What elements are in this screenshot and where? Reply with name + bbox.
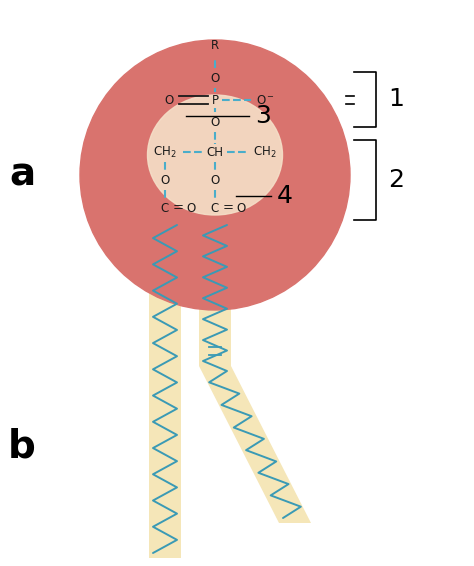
Text: O: O — [165, 93, 174, 106]
Text: C: C — [161, 201, 169, 215]
Text: O: O — [160, 174, 170, 187]
Polygon shape — [199, 220, 311, 523]
Ellipse shape — [147, 95, 283, 215]
Text: b: b — [8, 427, 36, 465]
Text: 4: 4 — [277, 184, 293, 208]
Text: =: = — [173, 201, 183, 215]
Text: O$^-$: O$^-$ — [256, 93, 275, 106]
Text: R: R — [211, 39, 219, 52]
Text: C: C — [211, 201, 219, 215]
Text: O: O — [210, 71, 219, 84]
Text: CH$_2$: CH$_2$ — [153, 144, 177, 160]
Text: 2: 2 — [388, 168, 404, 192]
Circle shape — [80, 40, 350, 310]
Text: =: = — [222, 201, 234, 215]
FancyBboxPatch shape — [149, 220, 181, 558]
Text: P: P — [211, 93, 219, 106]
Text: a: a — [9, 156, 35, 194]
Text: 3: 3 — [255, 104, 271, 128]
Text: CH: CH — [207, 145, 224, 158]
Text: O: O — [237, 201, 246, 215]
Text: O: O — [210, 174, 219, 187]
Text: O: O — [186, 201, 196, 215]
Text: 1: 1 — [388, 88, 404, 112]
Text: O: O — [210, 115, 219, 128]
Text: CH$_2$: CH$_2$ — [253, 144, 277, 160]
